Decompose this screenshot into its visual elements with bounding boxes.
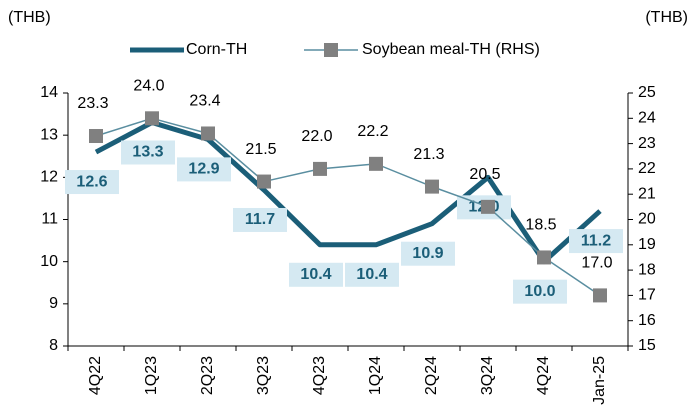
data-label: 11.7 [245, 211, 275, 228]
y-tick-label: 13 [40, 126, 58, 143]
x-tick-label: 4Q22 [87, 356, 104, 395]
data-label: 22.0 [301, 128, 332, 145]
data-label: 10.0 [524, 283, 555, 300]
data-label: 21.5 [245, 141, 276, 158]
data-label: 18.5 [525, 217, 556, 234]
data-label-box [65, 170, 119, 195]
y2-tick-label: 20 [638, 211, 656, 228]
data-label: 12.9 [188, 161, 219, 178]
series-marker [481, 199, 495, 214]
x-tick-label: 1Q24 [367, 356, 384, 395]
x-tick-label: 3Q24 [479, 356, 496, 395]
series-marker [537, 250, 551, 265]
y2-tick-label: 19 [638, 236, 656, 253]
series-marker [89, 129, 103, 144]
data-label: 20.5 [469, 166, 500, 183]
data-label: 23.4 [189, 93, 220, 110]
data-label: 10.4 [356, 266, 387, 283]
y2-tick-label: 24 [638, 110, 656, 127]
y-tick-label: 14 [40, 84, 58, 101]
series-line [94, 120, 602, 265]
data-label: 24.0 [133, 78, 164, 95]
y-tick-label: 12 [40, 169, 58, 186]
x-tick-label: 2Q24 [423, 356, 440, 395]
x-tick-label: 3Q23 [255, 356, 272, 395]
y2-tick-label: 23 [638, 135, 656, 152]
y-axis-unit: (THB) [8, 9, 51, 26]
x-tick-label: 4Q23 [311, 356, 328, 395]
y2-tick-label: 15 [638, 337, 656, 354]
y-tick-label: 9 [49, 295, 58, 312]
data-label: 21.3 [413, 146, 444, 163]
y2-tick-label: 16 [638, 312, 656, 329]
data-label: 22.2 [357, 123, 388, 140]
data-label: 23.3 [77, 95, 108, 112]
legend-marker [324, 43, 338, 57]
data-label-box [177, 157, 231, 182]
x-tick-label: 2Q23 [199, 356, 216, 395]
data-label: 12.6 [76, 173, 107, 190]
data-label: 10.4 [300, 266, 331, 283]
y2-tick-label: 22 [638, 160, 656, 177]
legend-label: Corn-TH [186, 41, 247, 58]
x-tick-label: 4Q24 [535, 356, 552, 395]
series-marker [369, 156, 383, 171]
y2-tick-label: 17 [638, 287, 656, 304]
data-label: 10.9 [412, 245, 443, 262]
series-marker [425, 179, 439, 194]
y2-axis-unit: (THB) [645, 9, 688, 26]
data-label-box [513, 279, 567, 304]
data-label-box [401, 241, 455, 266]
series-marker [145, 111, 159, 126]
x-tick-label: Jan-25 [591, 356, 608, 405]
y-tick-label: 10 [40, 253, 58, 270]
series-line [95, 117, 601, 297]
y2-tick-label: 21 [638, 185, 656, 202]
series-marker [313, 161, 327, 176]
series-marker [257, 174, 271, 189]
series-marker [593, 288, 607, 303]
y-tick-label: 11 [41, 211, 58, 228]
data-label-box [289, 262, 343, 287]
y2-tick-label: 18 [638, 261, 656, 278]
y-tick-label: 8 [49, 337, 58, 354]
series-marker [201, 126, 215, 141]
y2-tick-label: 25 [638, 84, 656, 101]
data-label-box [569, 229, 623, 254]
data-label-box [233, 207, 287, 232]
data-label-box [121, 140, 175, 165]
data-label: 11.2 [581, 232, 611, 249]
data-label: 13.3 [132, 144, 163, 161]
data-label: 17.0 [581, 255, 612, 272]
x-tick-label: 1Q23 [143, 356, 160, 395]
data-label-box [345, 262, 399, 287]
legend-label: Soybean meal-TH (RHS) [362, 41, 540, 58]
